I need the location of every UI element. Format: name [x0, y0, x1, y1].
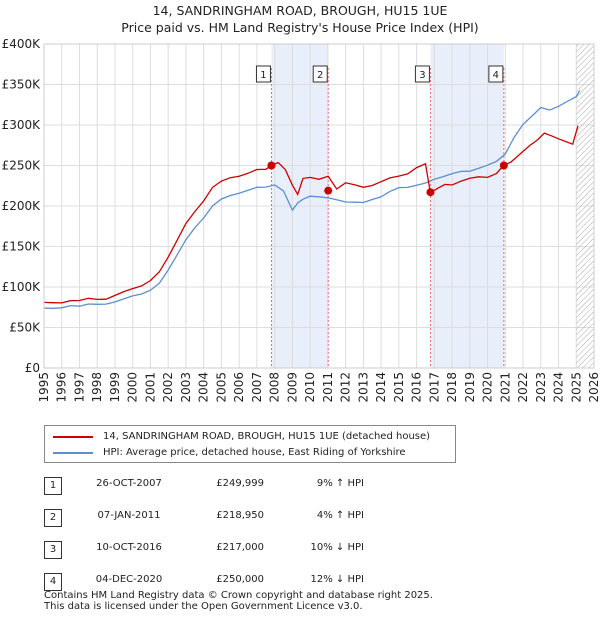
table-row: 1 26-OCT-2007 £249,999 9% ↑ HPI — [44, 472, 444, 504]
x-tick-label: 1997 — [72, 372, 86, 403]
x-tick-label: 2004 — [197, 372, 211, 403]
x-tick-label: 2017 — [427, 372, 441, 403]
x-tick-label: 1999 — [108, 372, 122, 403]
table-row: 4 04-DEC-2020 £250,000 12% ↓ HPI — [44, 568, 444, 600]
x-tick-label: 2005 — [214, 372, 228, 403]
y-tick-label: £250K — [2, 159, 42, 173]
x-tick-label: 2020 — [481, 372, 495, 403]
y-tick-label: £0 — [25, 361, 40, 375]
sale-label-number: 2 — [317, 70, 323, 81]
sale-date: 07-JAN-2011 — [97, 510, 161, 521]
sale-date: 26-OCT-2007 — [96, 478, 162, 489]
x-tick-label: 2022 — [516, 372, 530, 403]
x-tick-label: 2000 — [126, 372, 140, 403]
legend-swatch-hpi — [53, 452, 93, 454]
x-tick-label: 1995 — [37, 372, 51, 403]
x-tick-label: 2018 — [445, 372, 459, 403]
table-row: 3 10-OCT-2016 £217,000 10% ↓ HPI — [44, 536, 444, 568]
y-tick-label: £150K — [2, 240, 42, 254]
sale-hpi-diff: 4% ↑ HPI — [316, 510, 364, 521]
x-tick-label: 2010 — [303, 372, 317, 403]
sale-hpi-diff: 10% ↓ HPI — [310, 542, 364, 553]
sale-price: £218,950 — [216, 510, 264, 521]
sale-price: £249,999 — [216, 478, 264, 489]
legend-label-hpi: HPI: Average price, detached house, East… — [103, 447, 406, 458]
x-tick-label: 1998 — [90, 372, 104, 403]
y-tick-label: £100K — [2, 280, 42, 294]
plot-frame — [43, 43, 595, 369]
x-tick-label: 2012 — [339, 372, 353, 403]
sale-hpi-diff: 9% ↑ HPI — [316, 478, 364, 489]
sale-point — [267, 161, 276, 170]
y-tick-label: £200K — [2, 199, 42, 213]
footer-line-1: Contains HM Land Registry data © Crown c… — [44, 590, 433, 601]
y-tick-label: £400K — [2, 37, 42, 51]
legend-swatch-property — [53, 436, 93, 438]
sale-number-badge: 1 — [44, 477, 62, 495]
sale-price: £250,000 — [216, 574, 264, 585]
sales-table: 1 26-OCT-2007 £249,999 9% ↑ HPI 2 07-JAN… — [44, 472, 444, 600]
x-tick-label: 2009 — [285, 372, 299, 403]
x-tick-label: 2001 — [143, 372, 157, 403]
sale-label-number: 4 — [493, 70, 499, 81]
y-tick-label: £350K — [2, 78, 42, 92]
sale-label-box — [488, 65, 504, 83]
legend-label-property: 14, SANDRINGHAM ROAD, BROUGH, HU15 1UE (… — [103, 431, 431, 442]
footer-attribution: Contains HM Land Registry data © Crown c… — [44, 590, 433, 612]
footer-line-2: This data is licensed under the Open Gov… — [44, 601, 363, 612]
x-tick-label: 2019 — [463, 372, 477, 403]
x-tick-label: 2011 — [321, 372, 335, 403]
price-chart: 1 2 3 4 £0 £50K £100K £150K £200K £250K £300K £350… — [2, 37, 600, 403]
hatched-region — [576, 44, 594, 368]
x-tick-label: 1996 — [55, 372, 69, 403]
x-tick-label: 2025 — [569, 372, 583, 403]
x-tick-label: 2023 — [534, 372, 548, 403]
sale-label-number: 3 — [419, 70, 425, 81]
title-line-1: 14, SANDRINGHAM ROAD, BROUGH, HU15 1UE — [152, 3, 448, 18]
title-line-2: Price paid vs. HM Land Registry's House … — [121, 20, 479, 35]
x-tick-label: 2016 — [410, 372, 424, 403]
sale-number-badge: 3 — [44, 541, 62, 559]
sale-number-badge: 2 — [44, 509, 62, 527]
x-tick-label: 2002 — [161, 372, 175, 403]
x-tick-label: 2021 — [498, 372, 512, 403]
x-tick-label: 2007 — [250, 372, 264, 403]
x-tick-label: 2026 — [587, 372, 600, 403]
x-tick-label: 2003 — [179, 372, 193, 403]
sale-point — [499, 161, 508, 170]
sale-number-badge: 4 — [44, 573, 62, 591]
x-tick-label: 2006 — [232, 372, 246, 403]
sale-hpi-diff: 12% ↓ HPI — [310, 574, 364, 585]
series-line-hpi — [43, 90, 581, 309]
sale-point — [426, 188, 435, 197]
x-tick-label: 2014 — [374, 372, 388, 403]
sale-date: 04-DEC-2020 — [95, 574, 163, 585]
sale-price: £217,000 — [216, 542, 264, 553]
x-tick-label: 2008 — [268, 372, 282, 403]
x-tick-label: 2013 — [356, 372, 370, 403]
y-tick-label: £300K — [2, 118, 42, 132]
chart-legend: 14, SANDRINGHAM ROAD, BROUGH, HU15 1UE (… — [44, 425, 456, 463]
y-tick-label: £50K — [9, 321, 41, 335]
sale-point — [324, 186, 333, 195]
x-tick-label: 2015 — [392, 372, 406, 403]
sale-label-number: 1 — [260, 70, 266, 81]
sale-label-box — [414, 65, 430, 83]
sale-label-box — [255, 65, 271, 83]
x-tick-label: 2024 — [552, 372, 566, 403]
chart-title: 14, SANDRINGHAM ROAD, BROUGH, HU15 1UE P… — [0, 2, 600, 36]
sale-date: 10-OCT-2016 — [96, 542, 162, 553]
sale-label-box — [312, 65, 328, 83]
table-row: 2 07-JAN-2011 £218,950 4% ↑ HPI — [44, 504, 444, 536]
